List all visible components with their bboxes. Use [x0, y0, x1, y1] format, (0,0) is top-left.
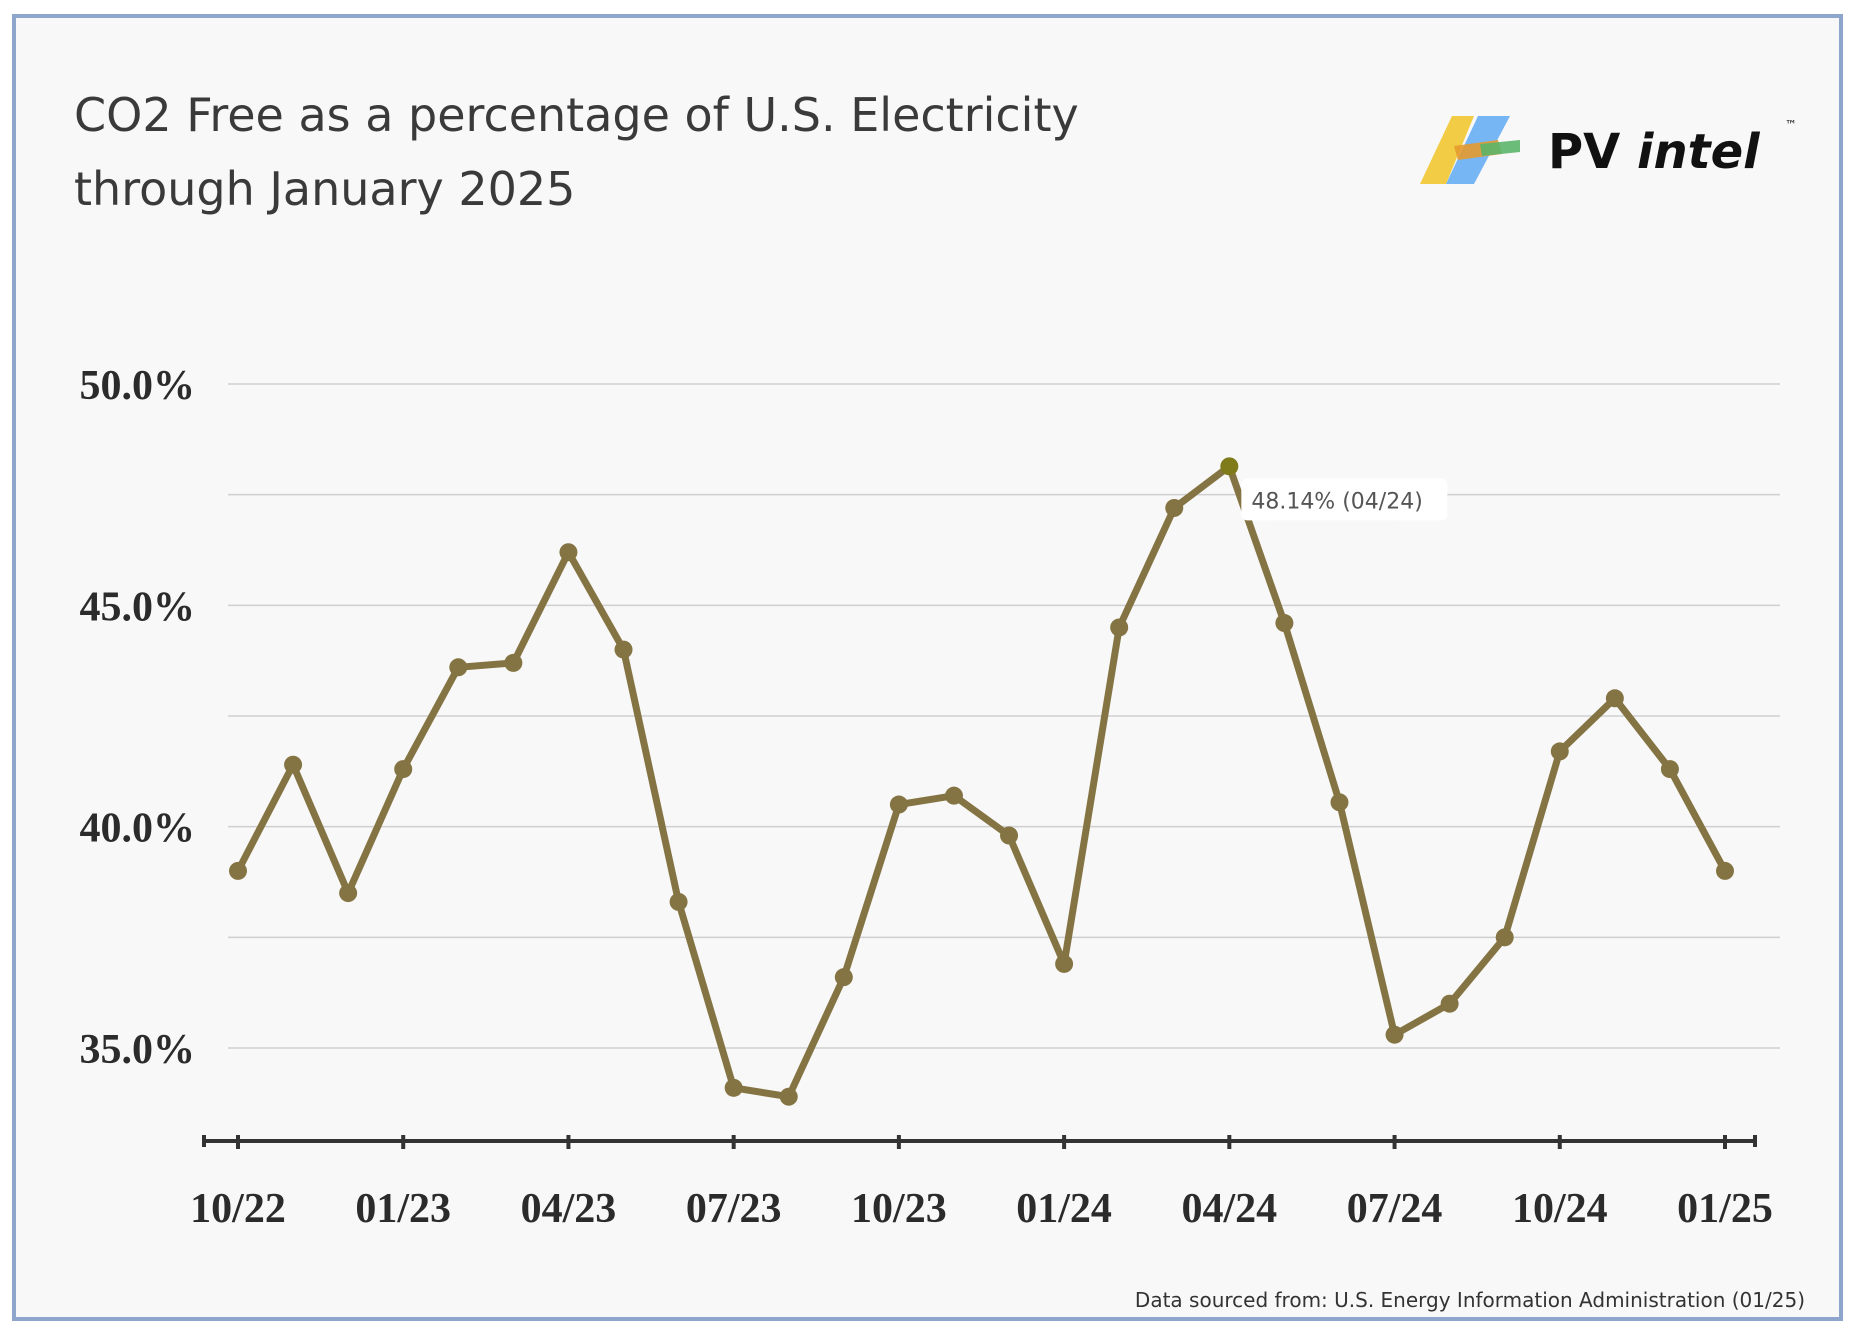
x-tick-label: 01/25 — [1677, 1186, 1773, 1232]
data-point[interactable] — [614, 640, 633, 659]
data-point[interactable] — [1550, 742, 1569, 761]
x-tick-label: 07/23 — [686, 1186, 782, 1232]
tooltip-box — [1241, 478, 1448, 521]
data-point[interactable] — [1440, 994, 1459, 1013]
logo-trademark: ™ — [1785, 118, 1797, 132]
x-tick-label: 04/23 — [521, 1186, 617, 1232]
tooltip-label: 48.14% (04/24) — [1251, 489, 1422, 514]
data-point[interactable] — [1660, 760, 1679, 779]
logo-name: PV — [1548, 124, 1621, 180]
logo-name-italic: intel — [1637, 124, 1760, 180]
data-point[interactable] — [1000, 826, 1019, 845]
x-tick-label: 07/24 — [1347, 1186, 1443, 1232]
data-point[interactable] — [889, 795, 908, 814]
data-point[interactable] — [779, 1087, 798, 1106]
y-tick-label: 35.0% — [80, 1027, 196, 1073]
x-tick-label: 10/22 — [190, 1186, 286, 1232]
pv-intel-logo-mark — [1420, 116, 1520, 184]
data-point[interactable] — [944, 786, 963, 805]
chart-frame: CO2 Free as a percentage of U.S. Electri… — [12, 14, 1843, 1321]
data-point[interactable] — [1275, 614, 1294, 633]
data-point[interactable] — [1165, 498, 1184, 517]
source-note: Data sourced from: U.S. Energy Informati… — [1134, 1288, 1805, 1312]
y-tick-label: 50.0% — [80, 363, 196, 409]
gridlines — [228, 383, 1780, 1049]
data-point[interactable] — [834, 968, 853, 987]
data-point[interactable] — [284, 755, 303, 774]
data-point[interactable] — [229, 861, 247, 880]
data-point[interactable] — [1110, 618, 1129, 637]
x-tick-label: 10/24 — [1512, 1186, 1608, 1232]
data-point[interactable] — [504, 653, 523, 672]
data-point[interactable] — [1220, 457, 1239, 476]
logo-wordmark: PV intel — [1548, 124, 1760, 180]
data-point[interactable] — [1716, 861, 1734, 880]
data-point[interactable] — [339, 884, 358, 903]
data-point[interactable] — [1330, 793, 1349, 812]
series-line — [234, 462, 1729, 1101]
y-axis: 35.0% 40.0% 45.0% 50.0% — [80, 363, 196, 1073]
data-point[interactable] — [394, 760, 413, 779]
data-point[interactable] — [1605, 689, 1624, 708]
x-axis: 10/22 01/23 04/23 07/23 10/23 01/24 04/24 07/24… — [190, 1135, 1773, 1232]
data-point[interactable] — [669, 892, 688, 911]
pv-intel-logo: PV intel ™ — [1420, 116, 1820, 206]
data-point[interactable] — [1385, 1025, 1404, 1044]
y-tick-label: 40.0% — [80, 806, 196, 852]
x-tick-label: 01/23 — [355, 1186, 451, 1232]
data-point[interactable] — [449, 658, 468, 677]
data-point[interactable] — [724, 1078, 743, 1097]
y-tick-label: 45.0% — [80, 584, 196, 630]
data-point[interactable] — [1055, 954, 1074, 973]
x-tick-label: 10/23 — [851, 1186, 947, 1232]
chart-title: CO2 Free as a percentage of U.S. Electri… — [74, 88, 1079, 216]
x-tick-label: 01/24 — [1016, 1186, 1112, 1232]
highlight-tooltip: 48.14% (04/24) — [1241, 478, 1448, 521]
series-layer — [229, 457, 1734, 1106]
x-tick-label: 04/24 — [1181, 1186, 1277, 1232]
data-point[interactable] — [1495, 928, 1514, 947]
data-point[interactable] — [559, 543, 578, 562]
